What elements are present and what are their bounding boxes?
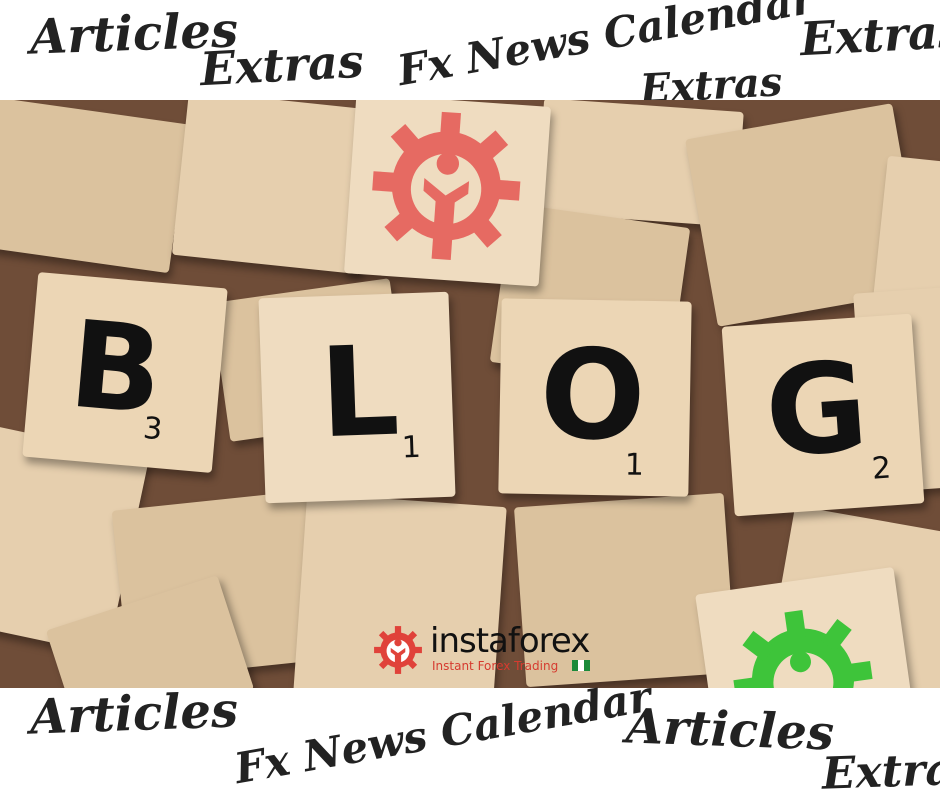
tile-letter: G xyxy=(760,335,873,486)
tile-letter: O xyxy=(538,323,647,469)
banner-word-extras: Extras xyxy=(798,3,940,67)
green-gear-icon xyxy=(733,609,873,688)
banner-word-extras-partial: Extras xyxy=(821,743,940,800)
tile-score: 3 xyxy=(141,410,164,448)
logo-wordmark: instaforex xyxy=(430,621,590,661)
background-tile xyxy=(0,100,190,274)
tile-letter: L xyxy=(317,319,402,467)
green-gear-tile xyxy=(695,566,917,688)
banner-word-extras: Extras xyxy=(198,33,365,97)
tile-score: 1 xyxy=(624,447,645,483)
letter-tile-g: G 2 xyxy=(721,313,925,517)
tile-score: 2 xyxy=(870,450,893,487)
gear-man-icon xyxy=(374,626,422,674)
letter-tile-b: B 3 xyxy=(22,272,228,473)
letter-tile-l: L 1 xyxy=(258,291,456,504)
red-gear-tile xyxy=(343,100,552,287)
banner-word-articles: Articles xyxy=(29,682,239,746)
banner-word-fx-news-calendar: Fx News Calendar xyxy=(230,671,655,794)
banner-word-articles: Articles xyxy=(625,698,835,762)
letter-tile-o: O 1 xyxy=(498,298,692,497)
tile-score: 1 xyxy=(401,429,422,466)
flag-icon xyxy=(572,660,590,671)
logo-tagline: Instant Forex Trading xyxy=(432,659,559,673)
instaforex-logo: instaforex Instant Forex Trading xyxy=(372,620,622,680)
red-gear-icon xyxy=(372,111,521,260)
blog-photo: B 3 L 1 O 1 G 2 xyxy=(0,100,940,688)
